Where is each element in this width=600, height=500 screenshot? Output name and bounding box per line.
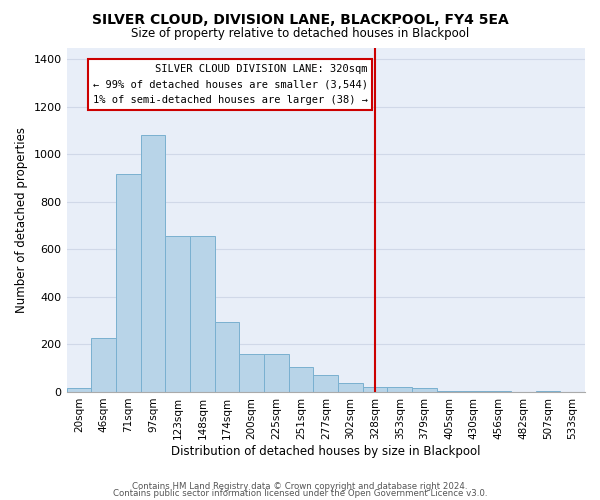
Bar — [190, 236, 215, 392]
Text: Contains public sector information licensed under the Open Government Licence v3: Contains public sector information licen… — [113, 489, 487, 498]
Bar — [264, 354, 289, 392]
Bar — [289, 366, 313, 392]
X-axis label: Distribution of detached houses by size in Blackpool: Distribution of detached houses by size … — [171, 444, 481, 458]
Y-axis label: Number of detached properties: Number of detached properties — [15, 126, 28, 312]
Bar — [215, 322, 239, 392]
Text: Size of property relative to detached houses in Blackpool: Size of property relative to detached ho… — [131, 28, 469, 40]
Bar — [67, 388, 91, 392]
Bar — [412, 388, 437, 392]
Bar — [313, 376, 338, 392]
Bar — [338, 383, 363, 392]
Bar — [165, 236, 190, 392]
Bar — [140, 136, 165, 392]
Text: Contains HM Land Registry data © Crown copyright and database right 2024.: Contains HM Land Registry data © Crown c… — [132, 482, 468, 491]
Bar — [91, 338, 116, 392]
Bar — [116, 174, 140, 392]
Bar — [363, 386, 388, 392]
Bar — [388, 386, 412, 392]
Text: SILVER CLOUD DIVISION LANE: 320sqm
← 99% of detached houses are smaller (3,544)
: SILVER CLOUD DIVISION LANE: 320sqm ← 99%… — [93, 64, 368, 106]
Bar — [239, 354, 264, 392]
Text: SILVER CLOUD, DIVISION LANE, BLACKPOOL, FY4 5EA: SILVER CLOUD, DIVISION LANE, BLACKPOOL, … — [92, 12, 508, 26]
